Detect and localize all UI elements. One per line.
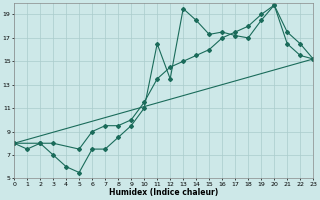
X-axis label: Humidex (Indice chaleur): Humidex (Indice chaleur)	[109, 188, 218, 197]
